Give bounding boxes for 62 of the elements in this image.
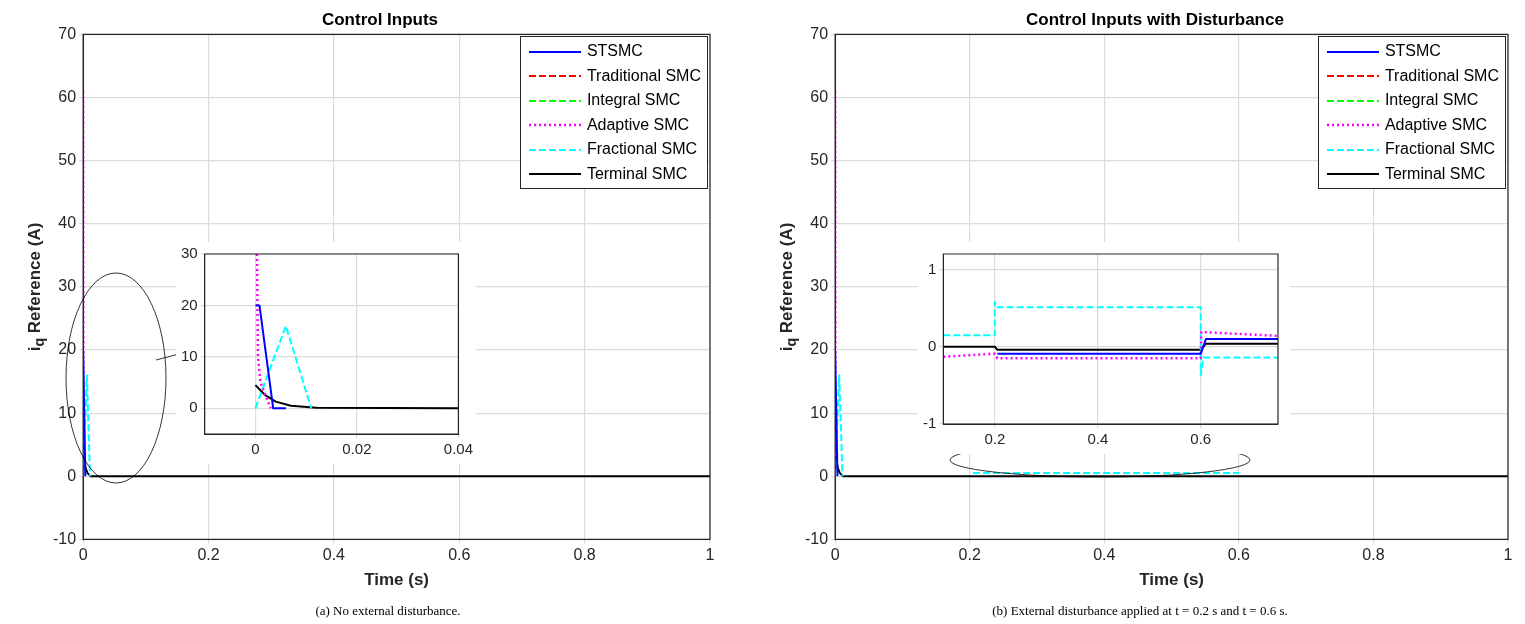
x-tick-label: 0.8 <box>1362 546 1385 564</box>
y-tick-label: 30 <box>181 244 198 262</box>
y-tick-label: 10 <box>58 403 77 421</box>
y-tick-label: 50 <box>810 151 829 169</box>
x-tick-label: 0.2 <box>958 546 981 564</box>
text: (a) No external disturbance. <box>314 603 462 619</box>
y-tick-label: 1 <box>927 259 937 277</box>
x-axis-title: Time (s) <box>1139 570 1204 590</box>
legend-label: STSMC <box>586 41 643 62</box>
y-tick-label: -10 <box>805 529 829 547</box>
y-tick-label: 10 <box>181 347 198 364</box>
x-tick-label: 0.6 <box>1227 546 1251 564</box>
y-tick-label: 20 <box>58 340 77 358</box>
y-tick-label: 10 <box>810 403 829 421</box>
y-tick-label: 20 <box>181 295 198 313</box>
x-tick-label: 1 <box>705 546 715 564</box>
x-tick-label: 0 <box>830 546 840 564</box>
x-tick-label: 0.2 <box>197 546 220 564</box>
x-tick-label: 0.8 <box>573 546 596 564</box>
legend-label: Adaptive SMC <box>586 114 690 135</box>
x-tick-label: 0 <box>78 546 88 564</box>
legend-label: Integral SMC <box>1384 90 1479 111</box>
y-tick-label: 70 <box>810 24 829 42</box>
chart-title: Control Inputs <box>321 9 439 29</box>
legend-label: Traditional SMC <box>1384 65 1499 86</box>
legend-label: Fractional SMC <box>1384 139 1496 160</box>
legend-label: Traditional SMC <box>586 65 701 86</box>
text: (b) External disturbance applied at t = 0.2 s and t = 0.6 s. <box>991 603 1289 619</box>
x-tick-label: 0.6 <box>1190 430 1212 448</box>
x-tick-label: 0.6 <box>448 546 471 564</box>
y-tick-label: 0 <box>927 336 937 354</box>
x-tick-label: 0.4 <box>1093 546 1116 564</box>
y-tick-label: 20 <box>810 340 829 358</box>
x-tick-label: 0.4 <box>1087 430 1109 448</box>
y-tick-label: 40 <box>810 214 829 232</box>
y-tick-label: -1 <box>922 414 937 432</box>
legend-label: Integral SMC <box>586 90 681 111</box>
legend-label: STSMC <box>1384 41 1441 62</box>
chart-title: Control Inputs with Disturbance <box>1026 9 1284 29</box>
y-tick-label: 50 <box>58 151 77 169</box>
y-tick-label: -10 <box>53 529 77 547</box>
legend-label: Fractional SMC <box>586 139 698 160</box>
y-tick-label: 30 <box>58 277 77 295</box>
x-tick-label: 0.02 <box>342 440 372 458</box>
x-axis-title: Time (s) <box>364 570 429 590</box>
y-tick-label: 0 <box>819 466 829 484</box>
y-tick-label: 0 <box>67 466 77 484</box>
y-tick-label: 60 <box>58 87 77 105</box>
x-tick-label: 0.4 <box>322 546 346 564</box>
y-tick-label: 40 <box>58 214 77 232</box>
x-tick-label: 0 <box>251 440 260 458</box>
y-tick-label: 70 <box>58 24 77 42</box>
legend-label: Adaptive SMC <box>1384 114 1488 135</box>
x-tick-label: 1 <box>1503 546 1513 564</box>
y-tick-label: 60 <box>810 87 829 105</box>
y-tick-label: 30 <box>810 277 829 295</box>
x-tick-label: 0.2 <box>984 430 1006 448</box>
legend-label: Terminal SMC <box>586 163 688 184</box>
line-series <box>255 254 272 410</box>
legend-label: Terminal SMC <box>1384 163 1486 184</box>
y-tick-label: 0 <box>189 398 198 416</box>
x-tick-label: 0.04 <box>443 440 473 458</box>
